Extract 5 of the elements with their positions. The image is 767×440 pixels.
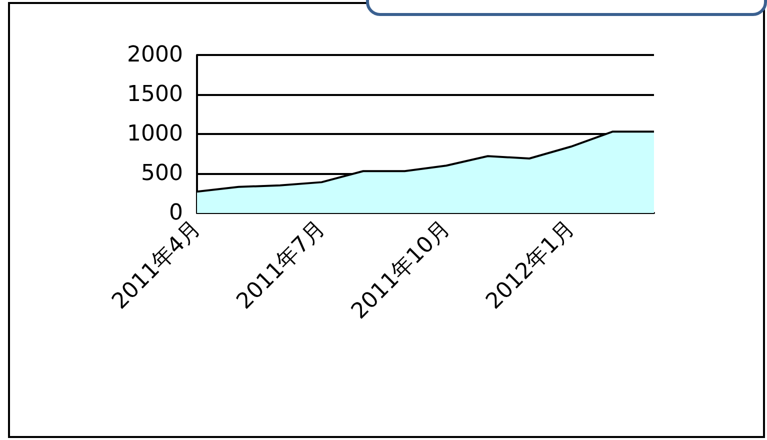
y-tick-label: 2000: [127, 42, 183, 68]
y-tick-label: 1000: [127, 122, 183, 146]
y-tick-label: 1500: [127, 82, 183, 107]
y-tick-label: 500: [141, 161, 183, 186]
y-tick-label: 0: [169, 200, 183, 226]
